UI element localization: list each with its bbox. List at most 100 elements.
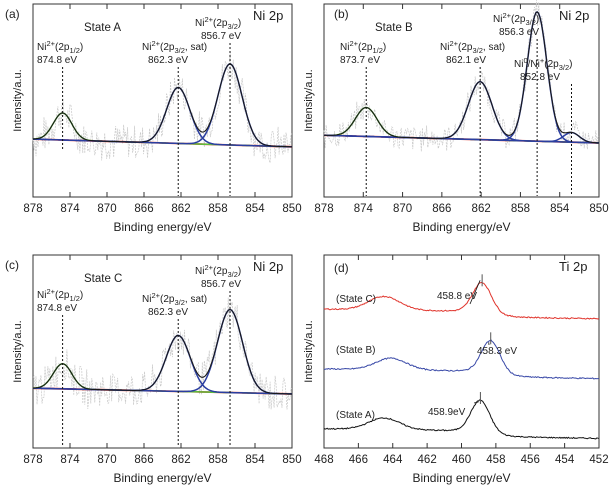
peak-label: Ni2+(2p3/2) bbox=[195, 15, 241, 31]
annotation-arrow bbox=[469, 280, 481, 305]
peak-label-part: /Ni bbox=[528, 59, 540, 70]
peak-label-part: 2+ bbox=[204, 263, 213, 272]
x-tick-label: 874 bbox=[354, 203, 374, 215]
peak-label-part: ) bbox=[569, 59, 572, 70]
x-tick-label: 854 bbox=[245, 203, 265, 215]
peak-label-part: 2+ bbox=[151, 39, 160, 48]
x-tick-label: 858 bbox=[208, 454, 227, 466]
fit-component-3 bbox=[323, 131, 599, 144]
raw-data-line bbox=[32, 297, 293, 410]
x-tick-label: 460 bbox=[452, 454, 471, 466]
peak-label-part: 2+ bbox=[151, 291, 160, 300]
peak-label-part: (2p bbox=[55, 42, 70, 53]
x-tick-label: 862 bbox=[171, 203, 190, 215]
x-axis-label: Binding energy/eV bbox=[113, 220, 211, 234]
x-tick-label: 878 bbox=[23, 203, 42, 215]
peak-label-part: Ni bbox=[37, 290, 46, 301]
peak-label-part: , sat) bbox=[185, 42, 207, 53]
peak-label-part: Ni bbox=[340, 42, 349, 53]
peak-label-part: (2p bbox=[160, 42, 175, 53]
peak-label-part: (2p bbox=[458, 42, 473, 53]
peak-label-part: ) bbox=[383, 42, 386, 53]
peak-label-part: 3/2 bbox=[174, 298, 184, 307]
peak-label-part: Ni bbox=[142, 294, 151, 305]
peak-label-part: 2+ bbox=[449, 39, 458, 48]
peak-label-part: (2p bbox=[544, 59, 559, 70]
x-tick-label: 456 bbox=[521, 454, 540, 466]
peak-label: Ni2+(2p3/2, sat) bbox=[440, 39, 505, 55]
peak-label-part: , sat) bbox=[185, 294, 207, 305]
peak-energy-label: 862.1 eV bbox=[446, 55, 486, 66]
peak-label-part: 3/2 bbox=[559, 63, 569, 72]
series-label: (State A) bbox=[336, 410, 375, 421]
peak-label: Ni0/Ni+(2p3/2) bbox=[514, 56, 572, 72]
peak-label-part: (2p bbox=[358, 42, 373, 53]
y-axis-label: Intensity/a.u. bbox=[12, 69, 24, 131]
peak-energy-label: 856.3 eV bbox=[499, 27, 539, 38]
peak-label-part: 2+ bbox=[204, 15, 213, 24]
x-tick-label: 870 bbox=[393, 203, 412, 215]
x-axis-label: Binding energy/eV bbox=[113, 471, 211, 485]
panel-a: 878 874 870 866 862 858 854 850 Binding energy/e… bbox=[5, 3, 302, 234]
x-axis-label: Binding energy/eV bbox=[412, 220, 510, 234]
peak-label: Ni2+(2p3/2, sat) bbox=[142, 39, 207, 55]
peak-label-part: 1/2 bbox=[69, 294, 79, 303]
peak-label-part: 3/2 bbox=[227, 22, 237, 31]
element-tag: Ni 2p bbox=[559, 8, 589, 23]
peak-label-part: (2p bbox=[160, 294, 175, 305]
x-tick-label: 854 bbox=[245, 454, 265, 466]
y-axis-label: Intensity/a.u. bbox=[12, 320, 24, 382]
state-label: State A bbox=[84, 22, 121, 34]
x-tick-label: 454 bbox=[555, 454, 575, 466]
peak-label-part: (2p bbox=[213, 18, 228, 29]
fit-envelope bbox=[33, 63, 292, 148]
peak-label-part: Ni bbox=[37, 42, 46, 53]
peak-label-part: ) bbox=[80, 42, 83, 53]
x-tick-label: 878 bbox=[314, 203, 333, 215]
y-axis-label: Intensity/a.u. bbox=[303, 69, 315, 131]
peak-energy-label: 862.3 eV bbox=[148, 307, 188, 318]
peak-energy-label: 873.7 eV bbox=[340, 55, 380, 66]
peak-label-part: + bbox=[540, 56, 545, 65]
x-tick-label: 862 bbox=[472, 203, 491, 215]
x-tick-label: 878 bbox=[23, 454, 42, 466]
peak-energy-label: 458.9eV bbox=[428, 407, 466, 418]
x-tick-label: 866 bbox=[134, 203, 153, 215]
peak-label: Ni2+(2p3/2) bbox=[195, 263, 241, 279]
series-label: (State B) bbox=[336, 345, 375, 356]
element-tag: Ni 2p bbox=[253, 8, 283, 23]
x-tick-label: 462 bbox=[418, 454, 437, 466]
peak-label: Ni2+(2p3/2, sat) bbox=[142, 291, 207, 307]
peak-label-part: Ni bbox=[514, 59, 523, 70]
peak-label-part: (2p bbox=[213, 266, 228, 277]
peak-energy-label: 852.8 eV bbox=[520, 72, 560, 83]
ti-spectrum-1 bbox=[323, 339, 600, 380]
x-axis-label: Binding energy/eV bbox=[412, 471, 510, 485]
x-tick-label: 862 bbox=[171, 454, 190, 466]
peak-energy-label: 856.7 eV bbox=[201, 279, 241, 290]
fit-component-1 bbox=[323, 81, 600, 144]
peak-energy-label: 458.3 eV bbox=[477, 346, 517, 357]
panel-label: (c) bbox=[5, 258, 19, 272]
x-tick-label: 850 bbox=[282, 454, 301, 466]
raw-data-line bbox=[32, 53, 293, 164]
peak-label-part: ) bbox=[238, 266, 241, 277]
state-label: State B bbox=[375, 22, 413, 34]
x-tick-label: 458 bbox=[486, 454, 505, 466]
x-tick-label: 452 bbox=[589, 454, 608, 466]
peak-label: Ni2+(2p3/2) bbox=[493, 11, 539, 27]
peak-label: Ni2+(2p1/2) bbox=[340, 39, 386, 55]
x-tick-label: 464 bbox=[383, 454, 403, 466]
peak-label-part: 3/2 bbox=[525, 18, 535, 27]
panel-c: 878 874 870 866 862 858 854 850 Binding energy/e… bbox=[5, 254, 302, 485]
peak-label-part: (2p bbox=[55, 290, 70, 301]
peak-label: Ni2+(2p1/2) bbox=[37, 39, 83, 55]
peak-label-part: ) bbox=[80, 290, 83, 301]
peak-label-part: (2p bbox=[511, 14, 526, 25]
element-tag: Ti 2p bbox=[559, 259, 587, 274]
x-tick-label: 874 bbox=[60, 454, 80, 466]
series-label: (State C) bbox=[336, 294, 376, 305]
peak-energy-label: 874.8 eV bbox=[37, 303, 77, 314]
peak-label-part: 0 bbox=[523, 56, 527, 65]
